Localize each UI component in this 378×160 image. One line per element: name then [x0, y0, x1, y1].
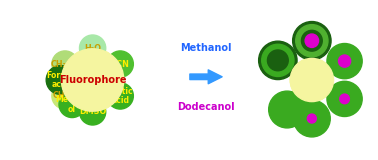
Circle shape: [338, 55, 351, 67]
Circle shape: [268, 50, 288, 71]
Circle shape: [327, 44, 362, 79]
Text: Formic
acid: Formic acid: [46, 71, 75, 89]
Text: Methan
ol: Methan ol: [56, 95, 88, 114]
Text: Methanol: Methanol: [180, 43, 232, 53]
Circle shape: [61, 49, 124, 111]
Circle shape: [52, 51, 78, 77]
Text: H₂O: H₂O: [84, 44, 101, 53]
Text: CHCl₃: CHCl₃: [53, 92, 77, 100]
Circle shape: [79, 35, 106, 61]
Circle shape: [293, 22, 331, 60]
Text: CH₂Cl₂: CH₂Cl₂: [51, 60, 79, 68]
Circle shape: [52, 83, 78, 109]
Text: Dodecanol: Dodecanol: [177, 102, 235, 112]
Circle shape: [59, 91, 85, 118]
Circle shape: [340, 94, 349, 104]
Circle shape: [61, 49, 124, 111]
Circle shape: [269, 91, 305, 128]
Circle shape: [293, 100, 330, 137]
Text: DMSO: DMSO: [79, 107, 106, 116]
Circle shape: [305, 34, 319, 48]
Circle shape: [296, 25, 328, 57]
Circle shape: [301, 30, 322, 51]
Circle shape: [79, 99, 106, 125]
Circle shape: [107, 83, 133, 109]
Circle shape: [290, 58, 333, 102]
Text: ACN: ACN: [111, 60, 130, 68]
Circle shape: [327, 81, 362, 116]
Circle shape: [262, 44, 294, 76]
Circle shape: [46, 66, 75, 94]
Text: Acetic
acid: Acetic acid: [107, 87, 133, 105]
Circle shape: [107, 51, 133, 77]
Circle shape: [259, 41, 297, 80]
Circle shape: [307, 114, 316, 123]
Text: Fluorophore: Fluorophore: [59, 75, 126, 85]
Circle shape: [290, 58, 333, 102]
